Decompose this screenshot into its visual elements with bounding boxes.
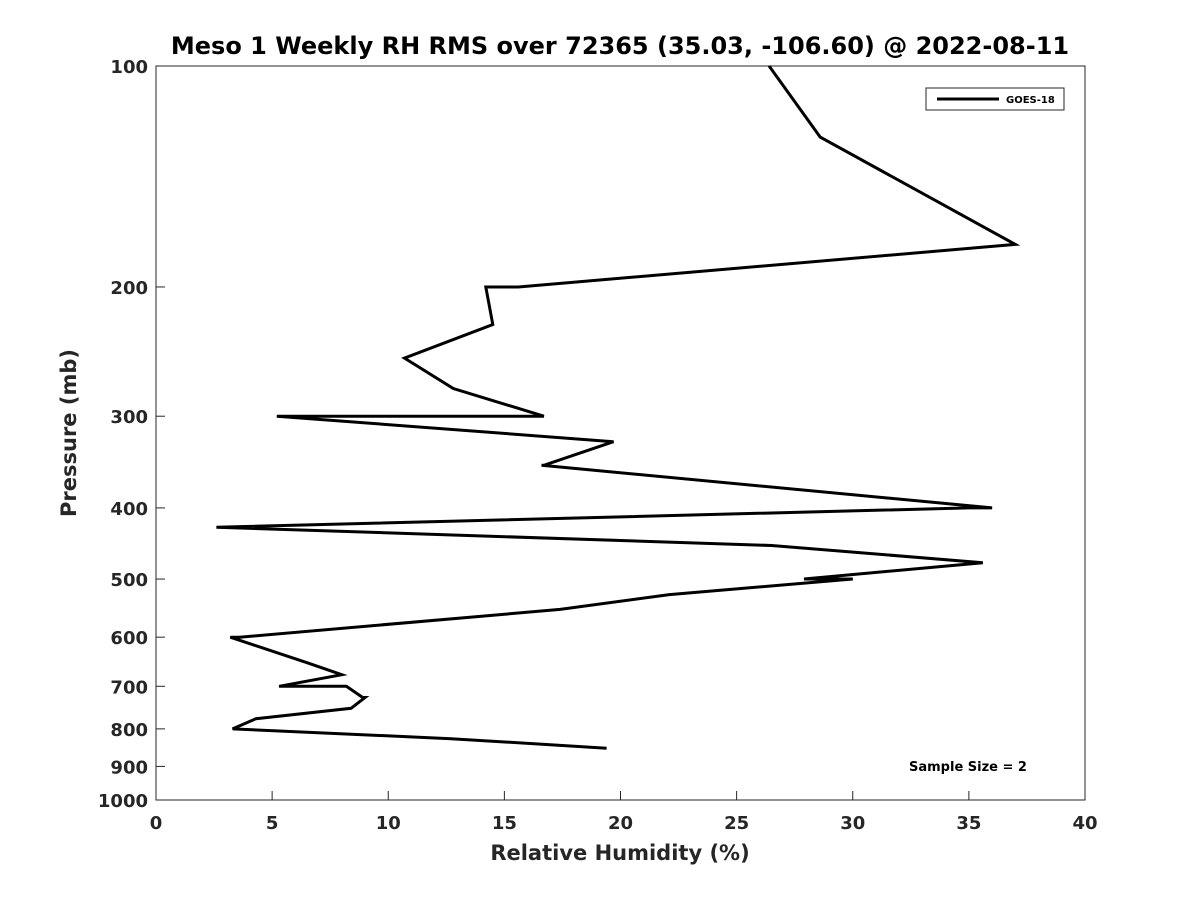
chart-title: Meso 1 Weekly RH RMS over 72365 (35.03, … (171, 32, 1069, 60)
y-tick-label: 300 (110, 407, 148, 428)
x-tick-label: 5 (266, 813, 279, 834)
x-tick-label: 20 (608, 813, 633, 834)
y-axis-label: Pressure (mb) (57, 349, 81, 517)
x-tick-label: 35 (956, 813, 981, 834)
legend: GOES-18 (925, 87, 1065, 111)
x-tick-label: 0 (150, 813, 163, 834)
x-tick-label: 15 (492, 813, 517, 834)
legend-label-goes-18: GOES-18 (1006, 95, 1055, 106)
sample-size-annotation: Sample Size = 2 (909, 760, 1027, 775)
series-layer (216, 65, 1021, 750)
y-axis-ticks: 100 200 300 400 500 600 700 800 900 1000 (98, 57, 165, 812)
y-tick-label: 500 (110, 570, 148, 591)
x-tick-label: 25 (724, 813, 749, 834)
y-tick-label: 900 (110, 757, 148, 778)
y-tick-label: 100 (110, 57, 148, 78)
y-tick-label: 600 (110, 628, 148, 649)
y-tick-label: 200 (110, 278, 148, 299)
y-tick-label: 700 (110, 677, 148, 698)
x-tick-label: 30 (840, 813, 865, 834)
y-tick-label: 1000 (98, 791, 148, 812)
x-axis-ticks: 0 5 10 15 20 25 30 35 40 (150, 791, 1098, 834)
x-axis-label: Relative Humidity (%) (490, 841, 749, 865)
y-tick-label: 800 (110, 720, 148, 741)
x-tick-label: 40 (1072, 813, 1097, 834)
x-tick-label: 10 (376, 813, 401, 834)
series-line-goes-18 (216, 65, 1021, 750)
y-tick-label: 400 (110, 499, 148, 520)
axes: 0 5 10 15 20 25 30 35 40 100 200 300 400 500 600 700 80… (98, 57, 1098, 834)
